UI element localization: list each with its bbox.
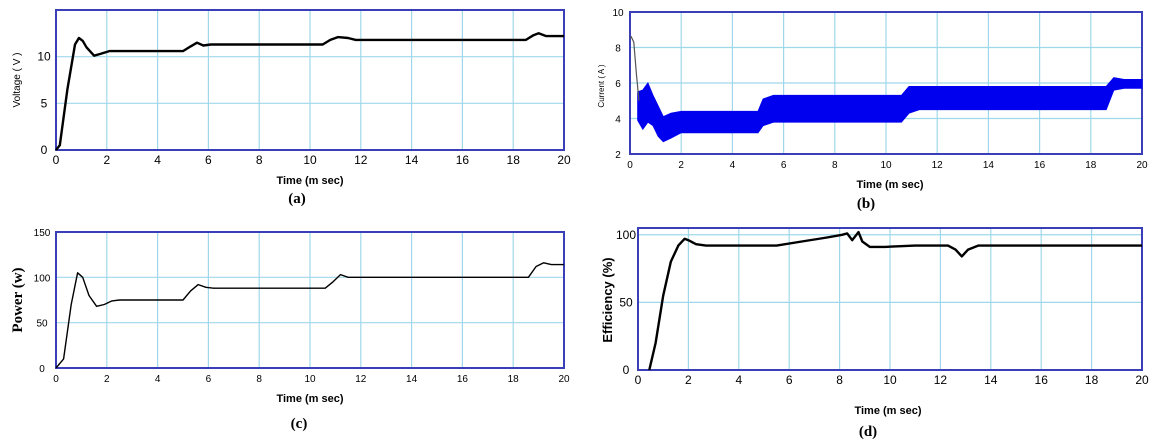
y-tick-label: 10: [37, 50, 51, 64]
x-tick-label: 10: [883, 373, 897, 387]
x-tick-label: 14: [406, 374, 418, 385]
x-tick-label: 18: [1085, 160, 1097, 171]
y-tick-label: 50: [619, 295, 633, 309]
y-axis-label: Current ( A ): [597, 64, 606, 107]
x-tick-label: 8: [832, 160, 838, 171]
x-axis-label: Time (m sec): [856, 179, 923, 191]
x-tick-label: 16: [1034, 160, 1046, 171]
x-tick-label: 20: [558, 374, 570, 385]
x-tick-label: 14: [984, 373, 998, 387]
x-tick-label: 0: [635, 373, 642, 387]
y-tick-label: 0: [623, 363, 630, 377]
series-line: [55, 32, 564, 151]
y-tick-label: 0: [39, 364, 45, 375]
y-tick-label: 4: [615, 115, 621, 126]
grid-lines: [56, 10, 564, 150]
x-tick-label: 2: [103, 153, 110, 167]
x-tick-label: 20: [1136, 160, 1148, 171]
y-tick-label: 100: [616, 228, 636, 242]
grid-lines: [638, 228, 1142, 370]
series-line: [648, 230, 1142, 371]
x-tick-label: 10: [303, 153, 317, 167]
panel-caption: (d): [859, 424, 877, 440]
x-tick-label: 0: [53, 153, 60, 167]
x-tick-label: 12: [932, 160, 944, 171]
x-tick-label: 16: [456, 153, 470, 167]
x-tick-label: 12: [355, 374, 367, 385]
series-line: [55, 262, 564, 369]
y-axis-label: Voltage ( V ): [12, 52, 23, 107]
data-marks: [648, 230, 1142, 371]
current-ripple-band: [637, 77, 1143, 143]
y-tick-label: 50: [36, 319, 48, 330]
panel-caption: (b): [857, 196, 875, 212]
y-tick-label: 10: [612, 8, 624, 19]
x-tick-label: 16: [457, 374, 469, 385]
y-tick-label: 2: [615, 150, 621, 161]
x-tick-label: 6: [205, 153, 212, 167]
x-tick-label: 10: [304, 374, 316, 385]
x-tick-label: 8: [836, 373, 843, 387]
y-axis-label: Efficiency (%): [600, 257, 615, 342]
x-tick-label: 6: [781, 160, 787, 171]
y-tick-label: 150: [34, 228, 51, 239]
y-tick-label: 5: [41, 96, 48, 110]
plot-frame: [55, 9, 565, 151]
x-tick-label: 10: [880, 160, 892, 171]
panel-caption: (c): [291, 416, 308, 432]
current-startup-spike: [629, 35, 640, 101]
y-tick-label: 100: [34, 273, 51, 284]
x-axis-label: Time (m sec): [276, 175, 343, 187]
x-tick-label: 4: [155, 374, 161, 385]
x-tick-label: 6: [206, 374, 212, 385]
x-axis-label: Time (m sec): [854, 405, 921, 417]
panel-d-efficiency: 0 2 4 6 8 10 12 14 16 18 20 0 50 100 Time (m sec) Eff…: [600, 227, 1149, 440]
panel-a-voltage: 0 2 4 6 8 10 12 14 16 18 20 0 5 10 Time (m sec) Volta…: [12, 9, 571, 207]
tick-labels: 0 2 4 6 8 10 12 14 16 18 20 0 5 10: [37, 50, 571, 167]
x-tick-label: 2: [104, 374, 110, 385]
x-tick-label: 8: [256, 374, 262, 385]
x-tick-label: 20: [1135, 373, 1149, 387]
data-marks: [55, 262, 564, 369]
x-tick-label: 12: [354, 153, 368, 167]
x-axis-label: Time (m sec): [276, 393, 343, 405]
data-marks: [629, 35, 1143, 143]
tick-labels: 0 2 4 6 8 10 12 14 16 18 20 0 50 100 150: [34, 228, 570, 385]
x-tick-label: 0: [627, 160, 633, 171]
x-tick-label: 2: [678, 160, 684, 171]
x-tick-label: 18: [507, 153, 521, 167]
x-tick-label: 12: [934, 373, 948, 387]
x-tick-label: 16: [1035, 373, 1049, 387]
panel-caption: (a): [288, 191, 306, 207]
y-axis-label: Power (w): [10, 267, 26, 332]
x-tick-label: 18: [1085, 373, 1099, 387]
x-tick-label: 14: [405, 153, 419, 167]
data-marks: [55, 32, 564, 151]
plot-frame: [55, 231, 565, 369]
x-tick-label: 2: [685, 373, 692, 387]
x-tick-label: 4: [735, 373, 742, 387]
x-tick-label: 0: [53, 374, 59, 385]
x-tick-label: 18: [508, 374, 520, 385]
tick-labels: 0 2 4 6 8 10 12 14 16 18 20 0 50 100: [616, 228, 1149, 387]
x-tick-label: 4: [730, 160, 736, 171]
x-tick-label: 8: [256, 153, 263, 167]
x-tick-label: 14: [983, 160, 995, 171]
y-tick-label: 8: [615, 44, 621, 55]
plot-frame: [637, 227, 1143, 371]
x-tick-label: 20: [557, 153, 571, 167]
y-tick-label: 0: [41, 143, 48, 157]
x-tick-label: 4: [154, 153, 161, 167]
x-tick-label: 6: [786, 373, 793, 387]
y-tick-label: 6: [615, 79, 621, 90]
